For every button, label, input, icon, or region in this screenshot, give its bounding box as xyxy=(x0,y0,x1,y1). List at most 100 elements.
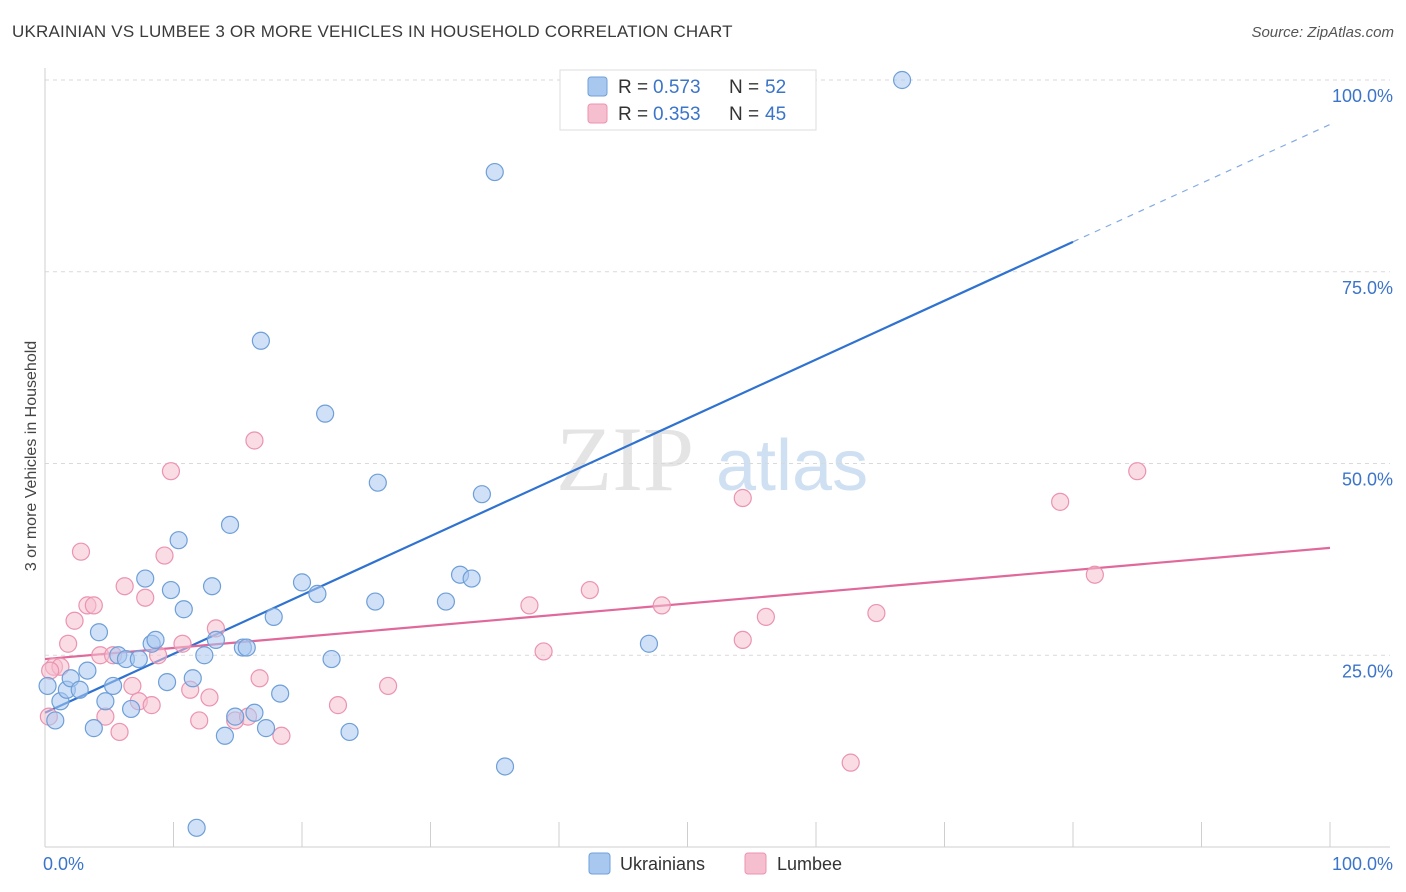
stats-swatch-pink xyxy=(587,103,608,124)
y-tick-label: 100.0% xyxy=(1332,86,1393,106)
stats-n-value-0: 52 xyxy=(765,77,786,98)
ukrainians-point xyxy=(183,669,202,688)
lumbee-point xyxy=(652,596,671,615)
ukrainians-point xyxy=(639,634,659,653)
ukrainians-point xyxy=(366,592,385,611)
y-tick-label: 75.0% xyxy=(1342,278,1393,298)
ukrainians-point xyxy=(174,600,193,619)
lumbee-point xyxy=(200,688,219,707)
ukrainians-point xyxy=(169,531,188,550)
ukrainians-point xyxy=(485,162,504,182)
ukrainians-point xyxy=(146,630,165,650)
ukrainians-point xyxy=(161,580,181,600)
chart-title: UKRAINIAN VS LUMBEE 3 OR MORE VEHICLES I… xyxy=(12,22,733,41)
lumbee-point xyxy=(733,630,752,650)
lumbee-point xyxy=(173,634,192,653)
tick-labels: 25.0% 50.0% 75.0% 100.0% 0.0% 100.0% xyxy=(43,86,1393,874)
ukrainians-point xyxy=(245,703,264,722)
lumbee-point xyxy=(190,711,209,730)
ukrainians-point xyxy=(187,818,206,837)
lumbee-point xyxy=(534,642,553,661)
ukrainians-point xyxy=(316,404,335,423)
lumbee-point xyxy=(161,462,181,481)
lumbee-point xyxy=(65,611,84,630)
source-label: Source: ZipAtlas.com xyxy=(1251,24,1394,41)
ukrainians-point xyxy=(215,726,234,745)
x-tick-label-end: 100.0% xyxy=(1332,854,1393,874)
ukrainians-point xyxy=(121,699,141,719)
stats-n-label-0: N = xyxy=(729,77,759,98)
legend-label-ukrainians: Ukrainians xyxy=(620,854,705,874)
ukrainians-point xyxy=(495,757,515,776)
ukrainians-point xyxy=(368,473,387,492)
y-tick-label: 50.0% xyxy=(1342,470,1393,490)
legend-swatch-lumbee xyxy=(744,852,767,875)
ukrainians-point xyxy=(308,584,327,603)
lumbee-point xyxy=(733,488,752,508)
lumbee-point xyxy=(250,669,269,688)
ukrainians-point xyxy=(78,661,97,680)
legend-swatch-ukrainians xyxy=(588,852,611,875)
stats-legend: R = 0.573 N = 52 R = 0.353 N = 45 xyxy=(559,69,817,131)
lumbee-point xyxy=(520,596,539,615)
lumbee-point xyxy=(580,580,599,600)
lumbee-point xyxy=(110,722,129,742)
ukrainians-point xyxy=(226,707,245,726)
ukrainians-point xyxy=(340,722,359,742)
ukrainians-point xyxy=(322,649,341,669)
ukrainians-point xyxy=(292,573,312,592)
ukrainians-point xyxy=(206,630,226,650)
data-points xyxy=(38,70,1147,837)
lumbee-point xyxy=(1051,492,1070,511)
series-legend: Ukrainians Lumbee xyxy=(588,852,842,875)
lumbee-point xyxy=(756,607,775,627)
ukrainians-trend-line xyxy=(44,240,1074,714)
grid-lines xyxy=(45,79,1390,656)
stats-swatch-blue xyxy=(587,76,608,97)
stats-r-label-1: R = xyxy=(618,104,648,125)
lumbee-point xyxy=(272,726,291,745)
lumbee-point xyxy=(378,676,398,696)
ukrainians-point xyxy=(38,676,57,696)
ukrainians-point xyxy=(220,515,240,534)
ukrainians-point xyxy=(251,331,270,350)
ukrainians-point xyxy=(46,711,65,730)
lumbee-point xyxy=(155,546,174,565)
ukrainians-point xyxy=(70,680,89,699)
stats-r-value-0: 0.573 xyxy=(653,77,701,98)
ukrainians-point xyxy=(129,649,148,669)
ukrainians-trend-extension xyxy=(1072,123,1331,243)
ukrainians-point xyxy=(104,676,123,696)
lumbee-point xyxy=(841,753,860,772)
lumbee-point xyxy=(867,603,886,623)
stats-n-label-1: N = xyxy=(729,104,759,125)
stats-r-value-1: 0.353 xyxy=(653,104,701,125)
lumbee-trend-line xyxy=(44,546,1331,661)
legend-label-lumbee: Lumbee xyxy=(777,854,842,874)
lumbee-point xyxy=(136,588,155,607)
ukrainians-point xyxy=(202,577,222,596)
ukrainians-point xyxy=(271,684,290,703)
stats-n-value-1: 45 xyxy=(765,104,786,125)
lumbee-point xyxy=(84,596,103,615)
ukrainians-point xyxy=(157,672,177,692)
lumbee-point xyxy=(59,634,78,653)
ukrainians-point xyxy=(96,692,115,711)
ukrainians-point xyxy=(436,592,456,611)
ukrainians-point xyxy=(136,569,155,588)
ukrainians-point xyxy=(89,623,109,642)
lumbee-point xyxy=(328,696,348,715)
ukrainians-point xyxy=(462,569,481,588)
y-axis-label: 3 or more Vehicles in Household xyxy=(23,341,40,571)
lumbee-point xyxy=(115,577,134,596)
lumbee-point xyxy=(71,542,91,561)
stats-r-label-0: R = xyxy=(618,77,648,98)
y-tick-label: 25.0% xyxy=(1342,661,1393,681)
ukrainians-point xyxy=(237,638,256,657)
lumbee-point xyxy=(245,431,264,450)
lumbee-point xyxy=(123,676,142,696)
lumbee-point xyxy=(1128,462,1147,481)
ukrainians-point xyxy=(264,607,283,627)
x-tick-label-start: 0.0% xyxy=(43,854,84,874)
